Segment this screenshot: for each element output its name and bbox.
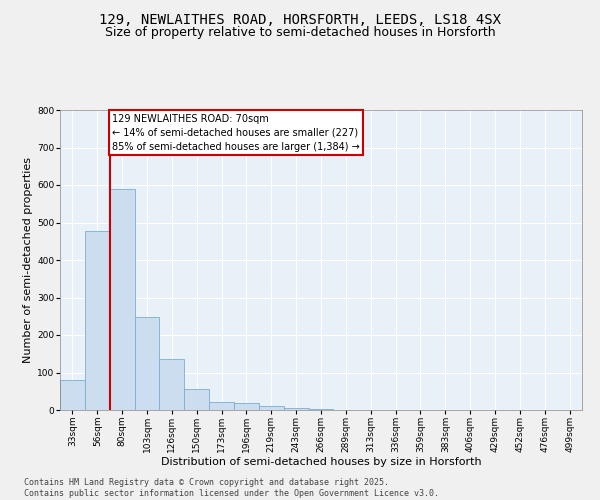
Bar	[110, 188, 134, 410]
Bar	[184, 390, 209, 410]
Bar	[160, 360, 184, 410]
Bar	[85, 231, 110, 410]
Bar	[259, 406, 284, 410]
Text: 129, NEWLAITHES ROAD, HORSFORTH, LEEDS, LS18 4SX: 129, NEWLAITHES ROAD, HORSFORTH, LEEDS, …	[99, 12, 501, 26]
Bar	[60, 380, 85, 410]
Text: Contains HM Land Registry data © Crown copyright and database right 2025.
Contai: Contains HM Land Registry data © Crown c…	[24, 478, 439, 498]
Bar	[284, 408, 308, 410]
Text: Size of property relative to semi-detached houses in Horsforth: Size of property relative to semi-detach…	[104, 26, 496, 39]
Bar	[209, 402, 234, 410]
Bar	[234, 403, 259, 410]
Bar	[134, 317, 160, 410]
Y-axis label: Number of semi-detached properties: Number of semi-detached properties	[23, 157, 33, 363]
Text: 129 NEWLAITHES ROAD: 70sqm
← 14% of semi-detached houses are smaller (227)
85% o: 129 NEWLAITHES ROAD: 70sqm ← 14% of semi…	[112, 114, 360, 152]
Bar	[308, 409, 334, 410]
X-axis label: Distribution of semi-detached houses by size in Horsforth: Distribution of semi-detached houses by …	[161, 458, 481, 468]
